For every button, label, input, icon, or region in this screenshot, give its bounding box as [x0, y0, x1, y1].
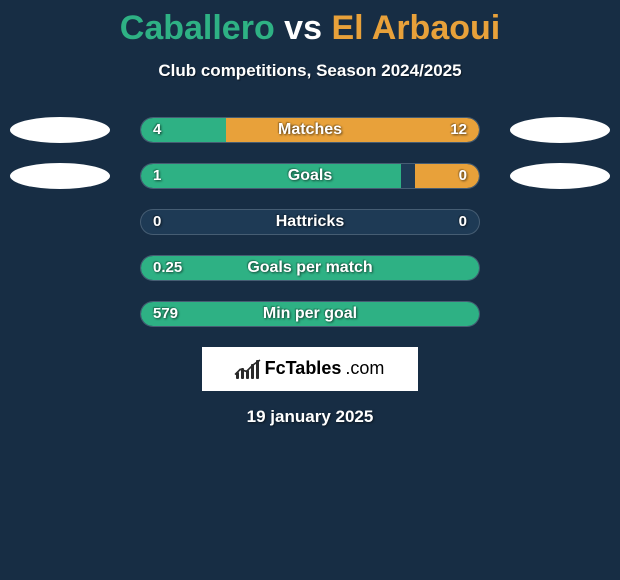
logo-suffix: .com — [345, 358, 384, 379]
player2-name: El Arbaoui — [331, 9, 500, 47]
team-oval-right — [510, 117, 610, 143]
stat-label: Hattricks — [141, 210, 479, 234]
stat-bar: 579Min per goal — [140, 301, 480, 327]
stat-value-right: 0 — [459, 210, 467, 234]
stat-bar-fill-left — [141, 164, 401, 188]
team-oval-right — [510, 163, 610, 189]
chart-icon — [236, 359, 259, 379]
stat-bar-fill-left — [141, 256, 479, 280]
stat-row: 579Min per goal — [0, 301, 620, 327]
logo-text: FcTables — [265, 358, 342, 379]
fctables-logo: FcTables.com — [202, 347, 418, 391]
stat-row: 0 0Hattricks — [0, 209, 620, 235]
player1-name: Caballero — [120, 9, 275, 47]
stat-row: 0.25Goals per match — [0, 255, 620, 281]
team-oval-left — [10, 163, 110, 189]
stat-rows: 412Matches 10Goals 0 0Hattricks 0.25Goals pe… — [0, 117, 620, 327]
stat-bar: 0 0Hattricks — [140, 209, 480, 235]
stat-row: 10Goals — [0, 163, 620, 189]
stat-bar: 412Matches — [140, 117, 480, 143]
subtitle: Club competitions, Season 2024/2025 — [0, 61, 620, 81]
stat-row: 412Matches — [0, 117, 620, 143]
snapshot-date: 19 january 2025 — [0, 407, 620, 427]
stat-bar-fill-right — [226, 118, 480, 142]
stat-value-left: 0 — [153, 210, 161, 234]
vs-word: vs — [284, 9, 322, 47]
stat-bar-fill-right — [415, 164, 479, 188]
stat-bar: 10Goals — [140, 163, 480, 189]
stat-bar-fill-left — [141, 302, 479, 326]
stat-bar-fill-left — [141, 118, 226, 142]
team-oval-left — [10, 117, 110, 143]
stat-bar: 0.25Goals per match — [140, 255, 480, 281]
comparison-title: Caballero vs El Arbaoui — [0, 0, 620, 49]
